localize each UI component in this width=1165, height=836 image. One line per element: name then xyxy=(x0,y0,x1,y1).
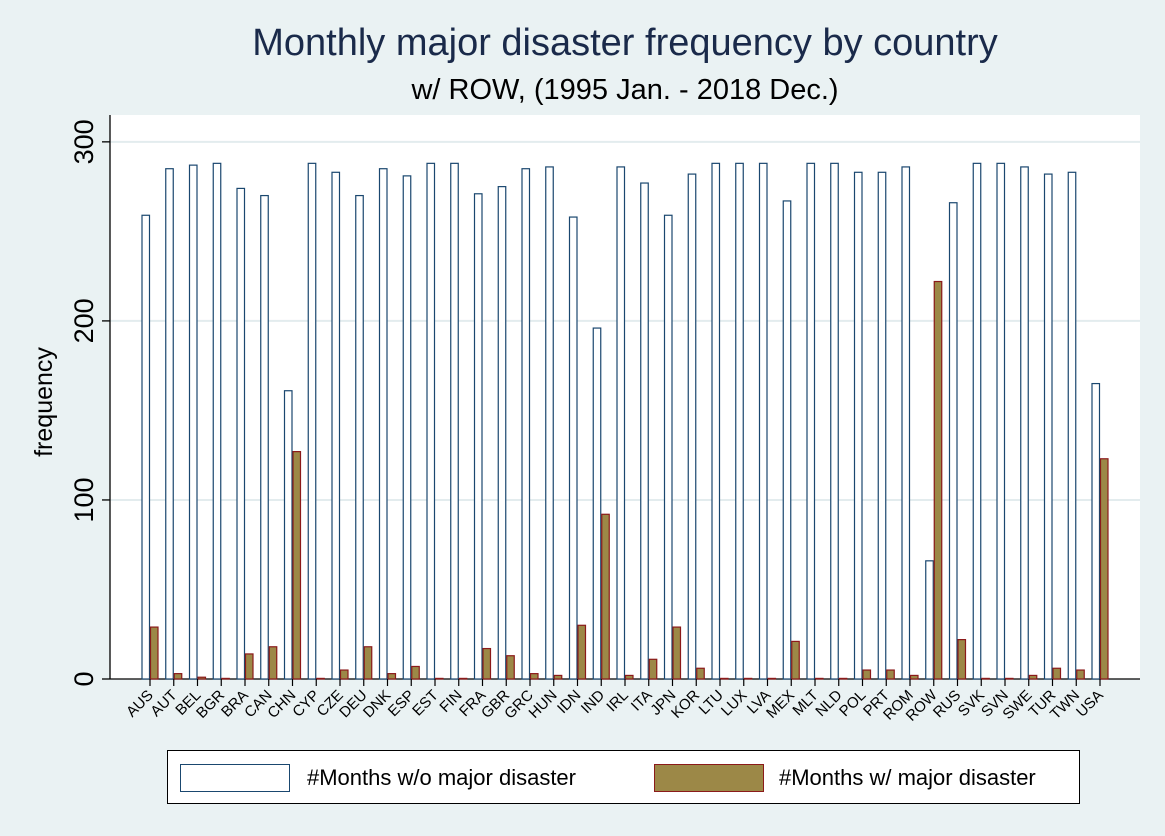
bar-with-disaster-fin xyxy=(458,677,468,680)
bar-without-disaster-cyp xyxy=(307,162,317,680)
bar-without-disaster-aus xyxy=(141,214,151,680)
bar-with-disaster-esp xyxy=(411,665,420,680)
bar-without-disaster-dnk xyxy=(378,168,388,680)
bar-without-disaster-lva xyxy=(758,162,768,680)
bar-with-disaster-mex xyxy=(791,640,800,680)
bar-without-disaster-fin xyxy=(450,162,459,680)
bar-with-disaster-swe xyxy=(1028,674,1038,680)
bar-with-disaster-twn xyxy=(1076,669,1085,680)
bar-without-disaster-bra xyxy=(236,187,246,680)
bar-without-disaster-aut xyxy=(165,168,174,680)
bar-without-disaster-rus xyxy=(948,202,958,680)
bar-without-disaster-chn xyxy=(283,390,293,680)
bar-without-disaster-row xyxy=(925,560,934,680)
bar-with-disaster-can xyxy=(268,646,278,680)
bar-with-disaster-hun xyxy=(553,674,563,680)
bar-with-disaster-row xyxy=(933,280,943,680)
legend-label-with-disaster: #Months w/ major disaster xyxy=(779,765,1036,790)
bar-with-disaster-gbr xyxy=(506,655,515,680)
bar-without-disaster-twn xyxy=(1067,171,1077,680)
bar-without-disaster-jpn xyxy=(663,214,673,680)
bar-with-disaster-ind xyxy=(601,513,610,680)
bar-without-disaster-irl xyxy=(616,166,626,680)
x-tick-label-usa: USA xyxy=(1073,687,1107,721)
bar-without-disaster-gbr xyxy=(497,186,507,680)
bar-without-disaster-swe xyxy=(1020,166,1029,680)
bar-without-disaster-svn xyxy=(996,162,1006,680)
bar-without-disaster-esp xyxy=(402,175,412,680)
bar-with-disaster-aut xyxy=(173,673,183,680)
bar-without-disaster-rom xyxy=(901,166,911,680)
bar-with-disaster-idn xyxy=(577,624,587,680)
bar-without-disaster-hun xyxy=(545,166,554,680)
bar-without-disaster-can xyxy=(260,194,269,680)
bar-without-disaster-bel xyxy=(188,164,198,680)
legend: #Months w/o major disaster #Months w/ ma… xyxy=(167,750,1080,804)
bar-with-disaster-bel xyxy=(197,676,207,680)
bar-with-disaster-ita xyxy=(648,658,658,680)
bar-with-disaster-nld xyxy=(838,677,848,680)
bar-with-disaster-fra xyxy=(482,647,492,680)
y-tick-label: 100 xyxy=(69,477,99,522)
bar-without-disaster-prt xyxy=(877,171,887,680)
bar-without-disaster-ltu xyxy=(711,162,721,680)
chart-title: Monthly major disaster frequency by coun… xyxy=(252,22,998,64)
bar-without-disaster-tur xyxy=(1043,173,1053,680)
bar-with-disaster-tur xyxy=(1052,667,1062,680)
bar-with-disaster-est xyxy=(434,677,444,680)
bar-without-disaster-mlt xyxy=(806,162,816,680)
bar-with-disaster-irl xyxy=(624,674,634,680)
y-axis-label: frequency xyxy=(30,347,58,457)
legend-label-without-disaster: #Months w/o major disaster xyxy=(307,765,576,790)
bar-chart: 0100200300frequencyAUSAUTBELBGRBRACANCHN… xyxy=(30,115,1140,725)
bar-with-disaster-bra xyxy=(244,653,254,680)
bar-with-disaster-grc xyxy=(529,673,539,680)
bar-without-disaster-pol xyxy=(853,171,863,680)
bar-without-disaster-usa xyxy=(1091,382,1101,680)
x-tick-label-irl: IRL xyxy=(603,687,632,716)
bar-without-disaster-ind xyxy=(592,327,602,680)
y-tick-label: 300 xyxy=(69,119,99,164)
chart-subtitle: w/ ROW, (1995 Jan. - 2018 Dec.) xyxy=(411,74,839,106)
bar-without-disaster-deu xyxy=(355,194,364,680)
bar-with-disaster-svk xyxy=(981,677,990,680)
bar-with-disaster-cyp xyxy=(316,677,325,680)
bar-with-disaster-cze xyxy=(339,669,349,680)
bar-with-disaster-usa xyxy=(1099,458,1109,680)
bar-with-disaster-pol xyxy=(862,669,872,680)
bar-with-disaster-deu xyxy=(363,646,373,680)
bar-without-disaster-kor xyxy=(687,173,697,680)
bar-with-disaster-kor xyxy=(696,667,705,680)
bar-with-disaster-rus xyxy=(957,639,967,680)
bar-with-disaster-lva xyxy=(767,677,777,680)
y-tick-label: 0 xyxy=(69,671,99,686)
bar-without-disaster-grc xyxy=(521,168,531,680)
legend-swatch-without-disaster xyxy=(180,764,290,792)
bar-without-disaster-lux xyxy=(735,162,744,680)
bar-without-disaster-nld xyxy=(830,162,839,680)
bar-with-disaster-prt xyxy=(886,669,895,680)
bar-with-disaster-ltu xyxy=(719,677,729,680)
y-tick-label: 200 xyxy=(69,298,99,343)
bar-without-disaster-bgr xyxy=(212,162,222,680)
bar-without-disaster-svk xyxy=(972,162,982,680)
bar-with-disaster-aus xyxy=(149,626,159,680)
bar-with-disaster-rom xyxy=(909,674,919,680)
bar-with-disaster-jpn xyxy=(672,626,682,680)
bar-with-disaster-mlt xyxy=(814,677,824,680)
bar-without-disaster-mex xyxy=(782,200,792,680)
bar-without-disaster-fra xyxy=(473,193,483,680)
bar-with-disaster-lux xyxy=(743,677,753,680)
bar-with-disaster-dnk xyxy=(387,673,397,680)
bar-without-disaster-cze xyxy=(331,171,341,680)
bar-without-disaster-est xyxy=(426,162,436,680)
bar-with-disaster-bgr xyxy=(221,677,230,680)
bar-with-disaster-svn xyxy=(1004,677,1014,680)
bar-without-disaster-ita xyxy=(640,182,649,680)
legend-swatch-with-disaster xyxy=(654,764,764,792)
bar-without-disaster-idn xyxy=(568,216,578,680)
bar-with-disaster-chn xyxy=(292,451,302,680)
